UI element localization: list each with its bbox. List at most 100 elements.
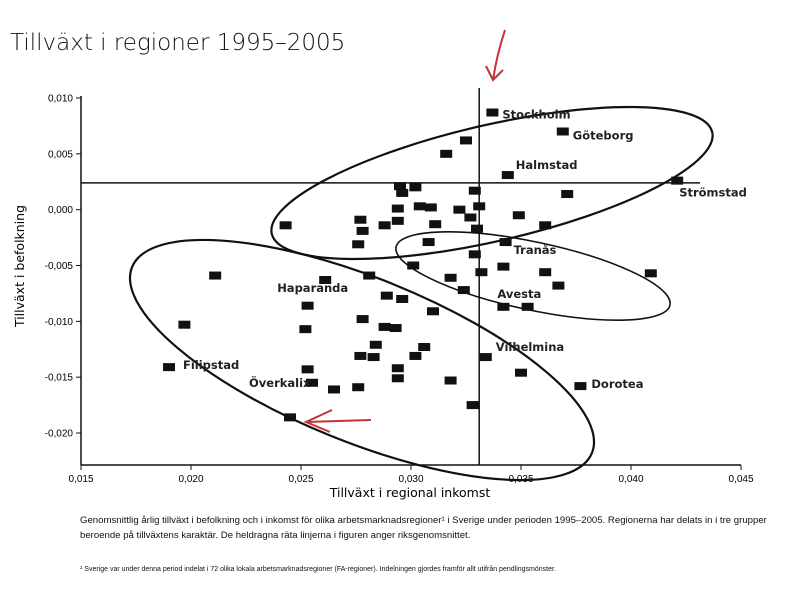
data-point: [468, 186, 481, 195]
x-tick-label: 0,020: [178, 474, 203, 485]
data-point: [429, 220, 442, 229]
data-point: [561, 190, 574, 199]
y-tick-label: 0,005: [48, 149, 73, 160]
data-point: [473, 202, 486, 211]
data-point: [464, 213, 477, 222]
arrow-down-icon: [485, 29, 506, 82]
footnote: ¹ Sverige var under denna period indelat…: [80, 566, 556, 573]
x-axis-label: Tillväxt i regional inkomst: [329, 485, 491, 500]
point-label: Filipstad: [183, 358, 239, 372]
point-label: Stockholm: [502, 108, 570, 122]
axes: 0,015 0,020 0,025 0,030 0,035 0,040 0,0450,010…: [12, 94, 754, 501]
data-point: [369, 340, 382, 349]
arrow-left-icon: [303, 409, 372, 433]
data-point: [413, 202, 426, 211]
data-point: [299, 325, 312, 334]
point-label: Vilhelmina: [496, 340, 564, 354]
data-point: [671, 176, 684, 185]
point-label: Göteborg: [573, 129, 634, 143]
data-point: [163, 363, 175, 372]
data-point: [378, 221, 391, 230]
x-tick-label: 0,045: [728, 474, 753, 485]
data-point: [444, 273, 457, 282]
point-label: Tranås: [514, 243, 557, 257]
data-point: [497, 262, 510, 271]
x-tick-label: 0,015: [68, 474, 93, 485]
data-point: [389, 324, 402, 333]
data-point: [407, 261, 420, 270]
x-tick-label: 0,040: [618, 474, 643, 485]
point-label: Överkalix: [249, 375, 311, 390]
x-tick-label: 0,025: [288, 474, 313, 485]
data-points: [163, 108, 684, 422]
data-point: [486, 108, 499, 117]
data-point: [356, 226, 369, 235]
y-tick-label: -0,020: [45, 429, 74, 440]
data-point: [396, 188, 409, 197]
data-point: [475, 268, 488, 277]
ellipse-low-growth: [128, 238, 596, 482]
data-point: [391, 364, 404, 373]
data-point: [479, 353, 492, 362]
data-point: [574, 382, 587, 391]
data-point: [444, 376, 457, 385]
data-point: [424, 203, 437, 212]
point-label: Halmstad: [516, 158, 578, 172]
data-point: [396, 295, 409, 303]
data-point: [457, 286, 470, 295]
data-point: [391, 374, 404, 383]
data-point: [440, 149, 453, 158]
y-tick-label: 0,010: [48, 94, 73, 105]
data-point: [418, 343, 431, 352]
data-point: [301, 301, 314, 310]
data-point: [394, 182, 406, 191]
data-point: [539, 268, 552, 277]
point-label: Dorotea: [591, 377, 643, 391]
data-point: [352, 383, 365, 392]
data-point: [354, 215, 367, 224]
data-point: [515, 368, 527, 377]
point-label: Strömstad: [679, 186, 747, 200]
scatter-chart: 0,015 0,020 0,025 0,030 0,035 0,040 0,0450,010…: [12, 29, 754, 501]
data-point: [453, 205, 466, 214]
data-point: [552, 281, 565, 290]
data-point: [460, 136, 472, 145]
y-tick-label: 0,000: [48, 205, 73, 216]
data-point: [497, 302, 510, 311]
data-point: [356, 315, 369, 324]
data-point: [301, 365, 314, 374]
x-tick-label: 0,030: [398, 474, 423, 485]
data-point: [279, 221, 292, 230]
data-point: [391, 216, 404, 225]
point-label: Avesta: [497, 287, 541, 301]
data-point: [354, 351, 367, 360]
data-point: [512, 211, 525, 220]
point-label: Haparanda: [277, 281, 348, 295]
data-point: [367, 353, 380, 362]
data-point: [378, 322, 391, 331]
data-point: [501, 171, 514, 180]
data-point: [499, 238, 512, 247]
y-axis-label: Tillväxt i befolkning: [12, 205, 27, 328]
data-point: [178, 320, 191, 329]
data-point: [380, 291, 393, 300]
y-tick-label: -0,010: [45, 317, 74, 328]
figure-caption: Genomsnittlig årlig tillväxt i befolknin…: [80, 515, 767, 541]
page-title: Tillväxt i regioner 1995–2005: [10, 30, 346, 56]
data-point: [319, 276, 332, 285]
data-point: [471, 224, 483, 233]
data-point: [427, 307, 439, 316]
y-tick-label: -0,005: [45, 261, 74, 272]
data-point: [328, 385, 340, 394]
data-point: [391, 204, 404, 213]
data-point: [521, 302, 534, 311]
data-point: [352, 240, 365, 249]
data-point: [539, 221, 552, 230]
data-point: [409, 351, 422, 360]
data-point: [422, 238, 435, 247]
reference-lines: [81, 88, 700, 465]
data-point: [209, 271, 222, 280]
y-tick-label: -0,015: [45, 373, 74, 384]
data-point: [556, 127, 569, 136]
